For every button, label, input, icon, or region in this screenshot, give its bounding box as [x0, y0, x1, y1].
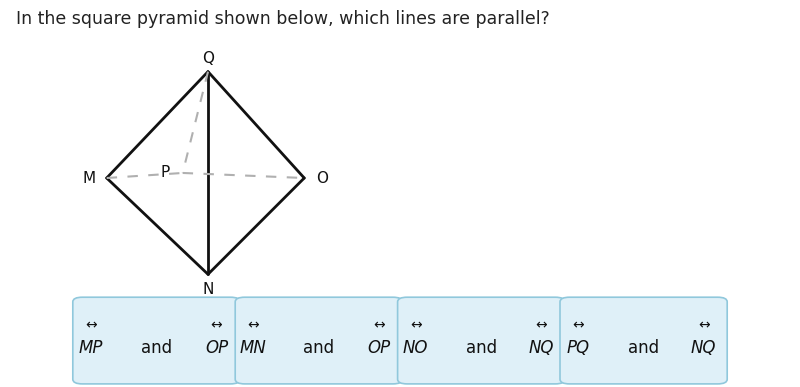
Text: ↔: ↔	[698, 318, 710, 332]
Text: ↔: ↔	[210, 318, 222, 332]
Text: and: and	[466, 339, 497, 357]
Text: ↔: ↔	[535, 318, 547, 332]
Text: Q: Q	[202, 51, 214, 67]
Text: and: and	[141, 339, 172, 357]
Text: PQ: PQ	[566, 339, 590, 357]
Text: OP: OP	[205, 339, 228, 357]
Text: and: and	[303, 339, 334, 357]
Text: NQ: NQ	[691, 339, 716, 357]
Text: ↔: ↔	[572, 318, 584, 332]
Text: MP: MP	[78, 339, 103, 357]
Text: N: N	[202, 282, 214, 297]
Text: and: and	[628, 339, 659, 357]
Text: ↔: ↔	[247, 318, 259, 332]
Text: O: O	[316, 171, 328, 185]
Text: In the square pyramid shown below, which lines are parallel?: In the square pyramid shown below, which…	[16, 10, 550, 28]
Text: OP: OP	[367, 339, 390, 357]
Text: ↔: ↔	[410, 318, 422, 332]
Text: M: M	[82, 171, 95, 185]
Text: ↔: ↔	[85, 318, 97, 332]
Text: NQ: NQ	[529, 339, 554, 357]
Text: P: P	[160, 166, 170, 180]
Text: ↔: ↔	[373, 318, 385, 332]
Text: NO: NO	[403, 339, 428, 357]
Text: MN: MN	[240, 339, 266, 357]
